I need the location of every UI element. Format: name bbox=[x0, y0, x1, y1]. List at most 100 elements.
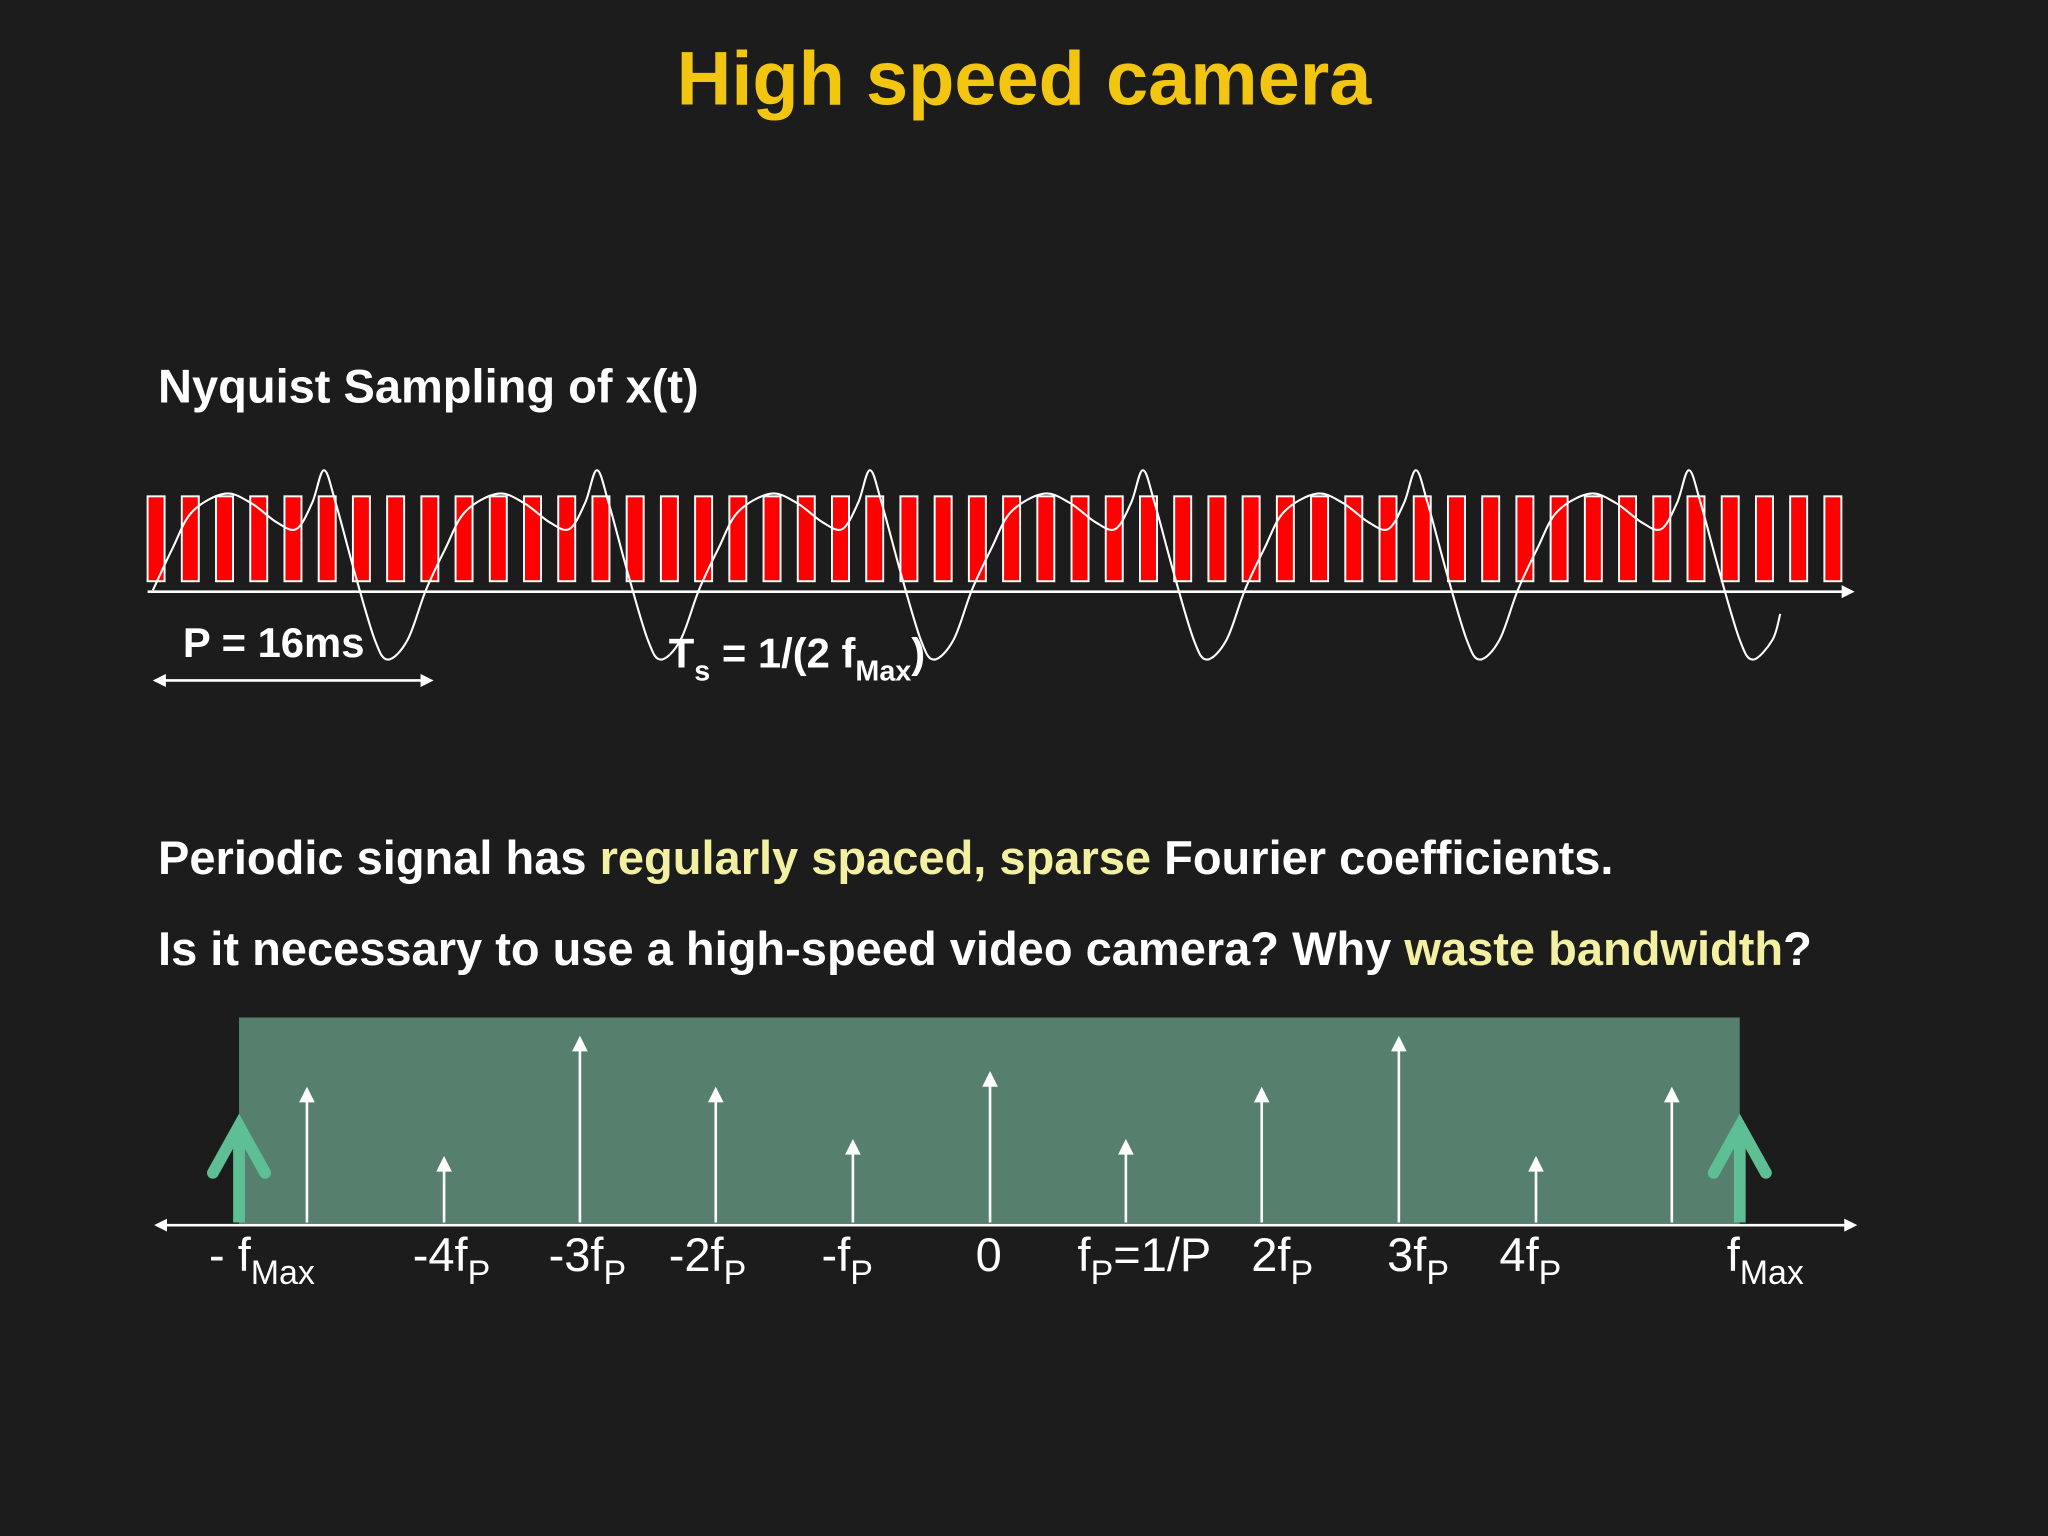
sample-bar bbox=[1412, 495, 1432, 583]
spike-head bbox=[299, 1086, 315, 1103]
band-edge-head bbox=[1707, 1113, 1772, 1179]
sample-bar bbox=[1344, 495, 1364, 583]
label-sub: P bbox=[603, 1254, 626, 1292]
sample-bar bbox=[1446, 495, 1466, 583]
frequency-label: - fMax bbox=[209, 1228, 315, 1292]
text-span: Fourier coefficients. bbox=[1151, 831, 1613, 884]
ts-main: T bbox=[669, 629, 695, 676]
frequency-label: -fP bbox=[822, 1228, 873, 1292]
period-label: P = 16ms bbox=[183, 619, 365, 666]
label-sub: Max bbox=[1740, 1254, 1804, 1292]
sample-bar bbox=[1310, 495, 1330, 583]
frequency-label: fP=1/P bbox=[1078, 1228, 1212, 1292]
sample-bar bbox=[1104, 495, 1124, 583]
sample-bar bbox=[215, 495, 234, 583]
sample-bar bbox=[454, 495, 474, 583]
ts-sub: s bbox=[694, 655, 710, 687]
sample-bars bbox=[146, 495, 1843, 583]
sample-bar bbox=[865, 495, 885, 583]
sample-bar bbox=[967, 495, 987, 583]
sample-bar bbox=[1207, 495, 1227, 583]
sample-bar bbox=[180, 495, 200, 583]
frequency-label: -4fP bbox=[413, 1228, 491, 1292]
highlight: regularly spaced, sparse bbox=[600, 831, 1151, 884]
frequency-label: 3fP bbox=[1387, 1228, 1449, 1292]
label-main: 3f bbox=[1387, 1228, 1427, 1281]
spike-head bbox=[707, 1086, 724, 1103]
ts-sub: Max bbox=[855, 655, 911, 687]
section-heading: Nyquist Sampling of x(t) bbox=[158, 359, 699, 412]
spike-head bbox=[1391, 1035, 1407, 1052]
frequency-label: -3fP bbox=[549, 1228, 627, 1292]
highlight: waste bandwidth bbox=[1403, 922, 1783, 975]
label-sub: P bbox=[1290, 1254, 1313, 1292]
frequency-label: fMax bbox=[1727, 1228, 1804, 1292]
label-main: 2f bbox=[1251, 1228, 1291, 1281]
spike-head bbox=[1253, 1086, 1270, 1103]
sample-bar bbox=[591, 495, 611, 583]
sample-bar bbox=[1241, 495, 1261, 583]
label-after: =1/P bbox=[1113, 1228, 1211, 1281]
sample-bar bbox=[386, 495, 406, 583]
sample-bar bbox=[1515, 495, 1535, 583]
text-span: ? bbox=[1783, 922, 1812, 975]
sample-bar bbox=[1036, 495, 1056, 583]
sample-bar bbox=[831, 495, 850, 583]
label-main: 4f bbox=[1499, 1228, 1539, 1281]
sample-bar bbox=[1173, 495, 1193, 583]
label-sub: P bbox=[1426, 1254, 1449, 1292]
spike-head bbox=[1664, 1086, 1680, 1103]
band-edge-head bbox=[207, 1113, 272, 1179]
spike-head bbox=[982, 1071, 998, 1087]
spike-head bbox=[845, 1138, 861, 1155]
sample-bar bbox=[899, 495, 919, 583]
text-span: Periodic signal has bbox=[158, 831, 600, 884]
sample-bar bbox=[351, 495, 371, 583]
text-span: Is it necessary to use a high-speed vide… bbox=[158, 922, 1404, 975]
sample-bar bbox=[1652, 495, 1672, 583]
sample-bar bbox=[523, 495, 542, 583]
sample-bar bbox=[1720, 495, 1740, 583]
label-sub: P bbox=[1091, 1254, 1114, 1292]
sample-bar bbox=[1275, 495, 1295, 583]
ts-middle: = 1/(2 f bbox=[710, 629, 855, 676]
sample-bar bbox=[1789, 495, 1809, 583]
label-main: -3f bbox=[549, 1228, 605, 1281]
sample-bar bbox=[283, 495, 303, 583]
sample-bar bbox=[728, 495, 748, 583]
sample-bar bbox=[1823, 495, 1843, 583]
label-sub: Max bbox=[251, 1254, 315, 1292]
sample-bar bbox=[1139, 495, 1158, 583]
spike-head bbox=[572, 1035, 588, 1052]
sample-bar bbox=[1583, 495, 1603, 583]
text-line: Periodic signal has regularly spaced, sp… bbox=[158, 831, 1613, 884]
spike-head bbox=[1118, 1138, 1134, 1155]
sample-bar bbox=[762, 495, 782, 583]
text-line: Is it necessary to use a high-speed vide… bbox=[158, 922, 1812, 975]
sample-bar bbox=[1618, 495, 1638, 583]
label-sub: P bbox=[850, 1254, 873, 1292]
sample-bar bbox=[249, 495, 269, 583]
label-main: 0 bbox=[976, 1228, 1002, 1281]
spectrum-spikes bbox=[207, 1035, 1772, 1223]
frequency-labels: - fMax -4fP -3fP -2fP -fP 0 fP=1/P 2fP 3fP 4fP fMa… bbox=[209, 1228, 1804, 1292]
label-sub: P bbox=[468, 1254, 491, 1292]
sample-bar bbox=[1070, 495, 1090, 583]
label-main: f bbox=[1727, 1228, 1741, 1281]
ts-end: ) bbox=[911, 629, 925, 676]
label-main: -2f bbox=[669, 1228, 725, 1281]
slide-title: High speed camera bbox=[677, 36, 1373, 121]
label-sub: P bbox=[724, 1254, 747, 1292]
sample-bar bbox=[317, 495, 337, 583]
sample-bar bbox=[1002, 495, 1022, 583]
label-main: - f bbox=[209, 1228, 252, 1281]
label-main: -4f bbox=[413, 1228, 469, 1281]
sample-bar bbox=[557, 495, 577, 583]
ts-label: Ts = 1/(2 fMax) bbox=[669, 629, 925, 687]
sample-bar bbox=[933, 495, 953, 583]
frequency-label: 0 bbox=[976, 1228, 1002, 1281]
frequency-label: -2fP bbox=[669, 1228, 747, 1292]
